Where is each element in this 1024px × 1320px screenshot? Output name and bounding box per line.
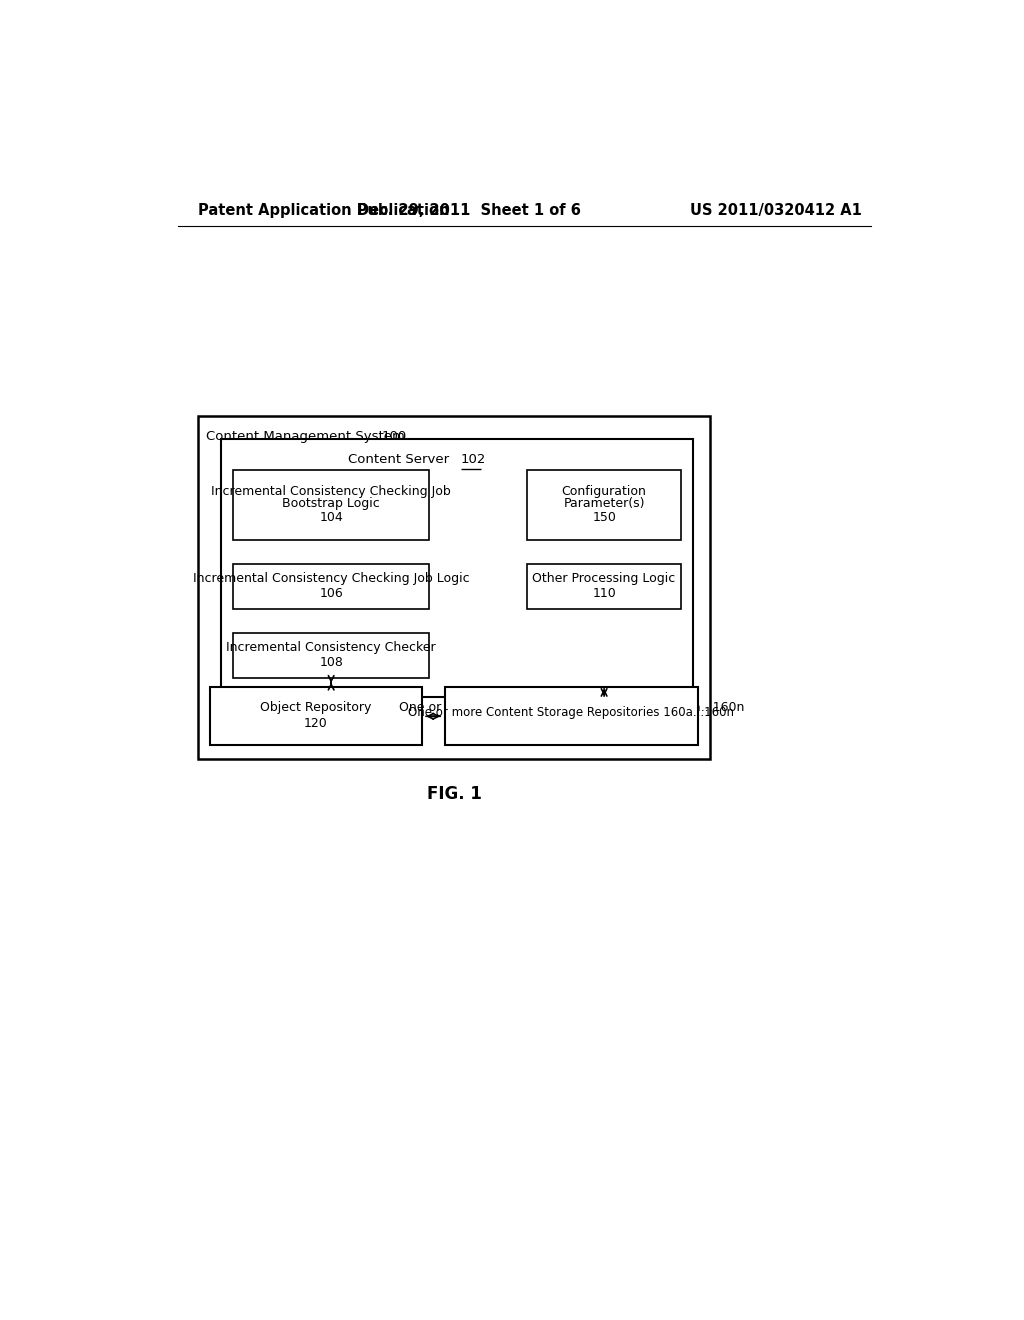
Bar — [233, 564, 429, 609]
Bar — [527, 564, 681, 609]
Text: Content Management System: Content Management System — [206, 430, 410, 444]
Text: One or more Content Storage Repositories 160a...160n: One or more Content Storage Repositories… — [398, 701, 744, 714]
Text: 100: 100 — [382, 430, 407, 444]
Bar — [444, 688, 698, 744]
Text: 120: 120 — [304, 717, 328, 730]
Bar — [444, 688, 698, 744]
Text: Incremental Consistency Checking Job: Incremental Consistency Checking Job — [211, 484, 451, 498]
Text: Content Server: Content Server — [348, 453, 454, 466]
Text: 104: 104 — [319, 511, 343, 524]
Bar — [199, 416, 710, 759]
Bar — [233, 470, 429, 540]
Text: Incremental Consistency Checking Job Logic: Incremental Consistency Checking Job Log… — [193, 572, 469, 585]
Text: Parameter(s): Parameter(s) — [563, 496, 645, 510]
Text: One or more Content Storage Repositories 160a...160n: One or more Content Storage Repositories… — [409, 706, 734, 719]
Text: 110: 110 — [592, 587, 616, 601]
Text: Patent Application Publication: Patent Application Publication — [199, 203, 450, 218]
Text: 102: 102 — [461, 453, 486, 466]
Text: 106: 106 — [319, 587, 343, 601]
Bar — [527, 470, 681, 540]
Text: Object Repository: Object Repository — [260, 701, 372, 714]
Bar — [210, 688, 422, 744]
Text: 108: 108 — [319, 656, 343, 669]
Text: US 2011/0320412 A1: US 2011/0320412 A1 — [690, 203, 862, 218]
Text: Dec. 29, 2011  Sheet 1 of 6: Dec. 29, 2011 Sheet 1 of 6 — [357, 203, 582, 218]
Text: Bootstrap Logic: Bootstrap Logic — [283, 496, 380, 510]
Text: Configuration: Configuration — [562, 484, 646, 498]
Text: Incremental Consistency Checker: Incremental Consistency Checker — [226, 640, 436, 653]
Bar — [221, 440, 692, 697]
Text: FIG. 1: FIG. 1 — [427, 784, 481, 803]
Bar — [233, 634, 429, 678]
Text: Other Processing Logic: Other Processing Logic — [532, 572, 676, 585]
Text: 150: 150 — [592, 511, 616, 524]
